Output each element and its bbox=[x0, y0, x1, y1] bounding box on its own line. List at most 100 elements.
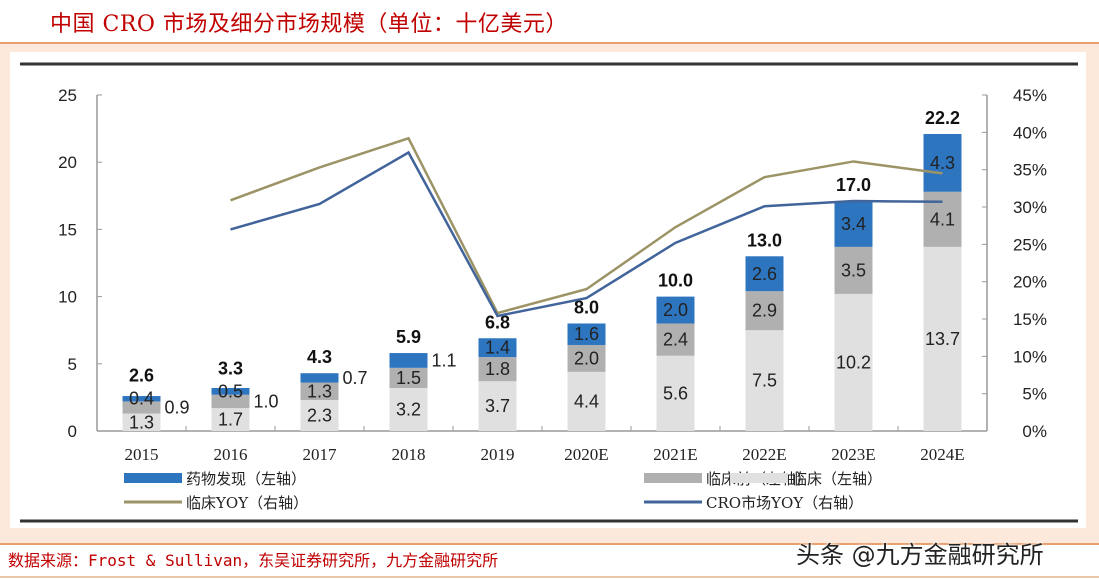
x-axis-tick-label: 2021E bbox=[653, 445, 697, 464]
bar-data-label: 2.9 bbox=[752, 301, 777, 321]
x-axis-tick-label: 2018 bbox=[392, 445, 426, 464]
chart-title: 中国 CRO 市场及细分市场规模（单位：十亿美元） bbox=[50, 12, 568, 37]
bar-data-label: 0.7 bbox=[343, 368, 368, 388]
bar-data-label: 10.2 bbox=[836, 352, 871, 372]
bar-data-label: 1.6 bbox=[574, 324, 599, 344]
title-divider bbox=[0, 42, 1099, 44]
legend-swatch bbox=[124, 473, 182, 483]
bar-data-label: 1.8 bbox=[485, 359, 510, 379]
bar-data-label: 4.1 bbox=[930, 209, 955, 229]
bar-segment bbox=[923, 246, 962, 431]
bar-segment bbox=[300, 382, 339, 401]
right-axis-tick-label: 40% bbox=[1013, 123, 1047, 142]
bar-segment bbox=[656, 323, 695, 356]
bar-segment bbox=[478, 381, 517, 431]
bar-total-label: 13.0 bbox=[747, 230, 782, 250]
bar-total-label: 17.0 bbox=[836, 175, 871, 195]
bar-data-label: 3.5 bbox=[841, 260, 866, 280]
bar-segment bbox=[834, 293, 873, 431]
bar-data-label: 3.4 bbox=[841, 214, 866, 234]
x-axis-tick-label: 2022E bbox=[742, 445, 786, 464]
left-axis-tick-label: 15 bbox=[58, 220, 77, 239]
bar-data-label: 2.0 bbox=[574, 348, 599, 368]
bar-segment bbox=[567, 344, 606, 372]
bar-data-label: 4.3 bbox=[930, 153, 955, 173]
chart-panel bbox=[10, 52, 1086, 528]
legend-label: 临床（左轴） bbox=[792, 470, 882, 488]
bar-data-label: 0.5 bbox=[218, 381, 243, 401]
yoy-line bbox=[230, 150, 943, 318]
bar-segment bbox=[300, 400, 339, 431]
bar-segment bbox=[745, 330, 784, 431]
x-axis-tick-label: 2015 bbox=[125, 445, 159, 464]
right-axis-tick-label: 20% bbox=[1013, 273, 1047, 292]
bar-segment bbox=[389, 367, 428, 388]
bar-data-label: 13.7 bbox=[925, 329, 960, 349]
bar-segment bbox=[122, 396, 161, 402]
right-axis-tick-label: 15% bbox=[1013, 310, 1047, 329]
bar-total-label: 4.3 bbox=[307, 347, 332, 367]
bar-segment bbox=[567, 371, 606, 431]
bar-segment bbox=[211, 394, 250, 409]
legend-label: CRO市场YOY（右轴） bbox=[706, 494, 863, 512]
bar-data-label: 2.6 bbox=[752, 264, 777, 284]
x-axis-tick-label: 2023E bbox=[831, 445, 875, 464]
left-axis-tick-label: 10 bbox=[58, 288, 77, 307]
bar-data-label: 3.2 bbox=[396, 399, 421, 419]
left-axis-tick-label: 0 bbox=[68, 422, 77, 441]
bar-total-label: 5.9 bbox=[396, 327, 421, 347]
left-axis-tick-label: 5 bbox=[68, 355, 77, 374]
x-axis-tick-label: 2019 bbox=[481, 445, 515, 464]
bar-segment bbox=[478, 357, 517, 382]
bar-segment bbox=[300, 373, 339, 383]
bar-total-label: 6.8 bbox=[485, 312, 510, 332]
bar-data-label: 1.1 bbox=[432, 350, 457, 370]
bar-segment bbox=[745, 256, 784, 292]
bar-data-label: 1.0 bbox=[254, 391, 279, 411]
watermark: 头条 @九方金融研究所 bbox=[796, 541, 1044, 569]
legend-label: 药物发现（左轴） bbox=[186, 470, 306, 488]
bar-segment bbox=[656, 355, 695, 431]
bar-segment bbox=[389, 387, 428, 431]
right-axis-tick-label: 25% bbox=[1013, 235, 1047, 254]
bar-segment bbox=[567, 323, 606, 345]
bar-total-label: 22.2 bbox=[925, 108, 960, 128]
bar-data-label: 2.4 bbox=[663, 330, 688, 350]
bar-data-label: 1.7 bbox=[218, 410, 243, 430]
bar-segment bbox=[923, 133, 962, 192]
bar-data-label: 3.7 bbox=[485, 396, 510, 416]
bar-segment bbox=[389, 353, 428, 368]
bar-segment bbox=[745, 291, 784, 331]
x-axis-tick-label: 2020E bbox=[564, 445, 608, 464]
bar-data-label: 2.3 bbox=[307, 406, 332, 426]
x-axis-tick-label: 2017 bbox=[303, 445, 338, 464]
right-axis-tick-label: 5% bbox=[1022, 385, 1047, 404]
right-axis-tick-label: 30% bbox=[1013, 198, 1047, 217]
bar-data-label: 0.9 bbox=[165, 397, 190, 417]
bar-segment bbox=[834, 246, 873, 294]
bar-segment bbox=[122, 401, 161, 414]
right-axis-tick-label: 0% bbox=[1022, 422, 1047, 441]
bar-total-label: 2.6 bbox=[129, 366, 154, 386]
right-axis-tick-label: 35% bbox=[1013, 161, 1047, 180]
left-axis-tick-label: 25 bbox=[58, 86, 77, 105]
bar-segment bbox=[656, 296, 695, 324]
bar-data-label: 4.4 bbox=[574, 391, 599, 411]
bar-data-label: 1.3 bbox=[307, 381, 332, 401]
bar-total-label: 8.0 bbox=[574, 297, 599, 317]
bar-data-label: 1.5 bbox=[396, 368, 421, 388]
source-note: 数据来源：Frost & Sullivan，东吴证券研究所，九方金融研究所 bbox=[8, 551, 499, 570]
x-axis-tick-label: 2024E bbox=[920, 445, 964, 464]
legend-swatch bbox=[730, 473, 788, 483]
left-axis-tick-label: 20 bbox=[58, 153, 77, 172]
right-axis-tick-label: 45% bbox=[1013, 86, 1047, 105]
bar-segment bbox=[478, 338, 517, 358]
bar-data-label: 0.4 bbox=[129, 389, 154, 409]
right-axis-tick-label: 10% bbox=[1013, 347, 1047, 366]
bar-segment bbox=[122, 413, 161, 431]
bar-data-label: 5.6 bbox=[663, 383, 688, 403]
bar-data-label: 1.3 bbox=[129, 412, 154, 432]
bar-data-label: 7.5 bbox=[752, 371, 777, 391]
bar-segment bbox=[211, 387, 250, 395]
